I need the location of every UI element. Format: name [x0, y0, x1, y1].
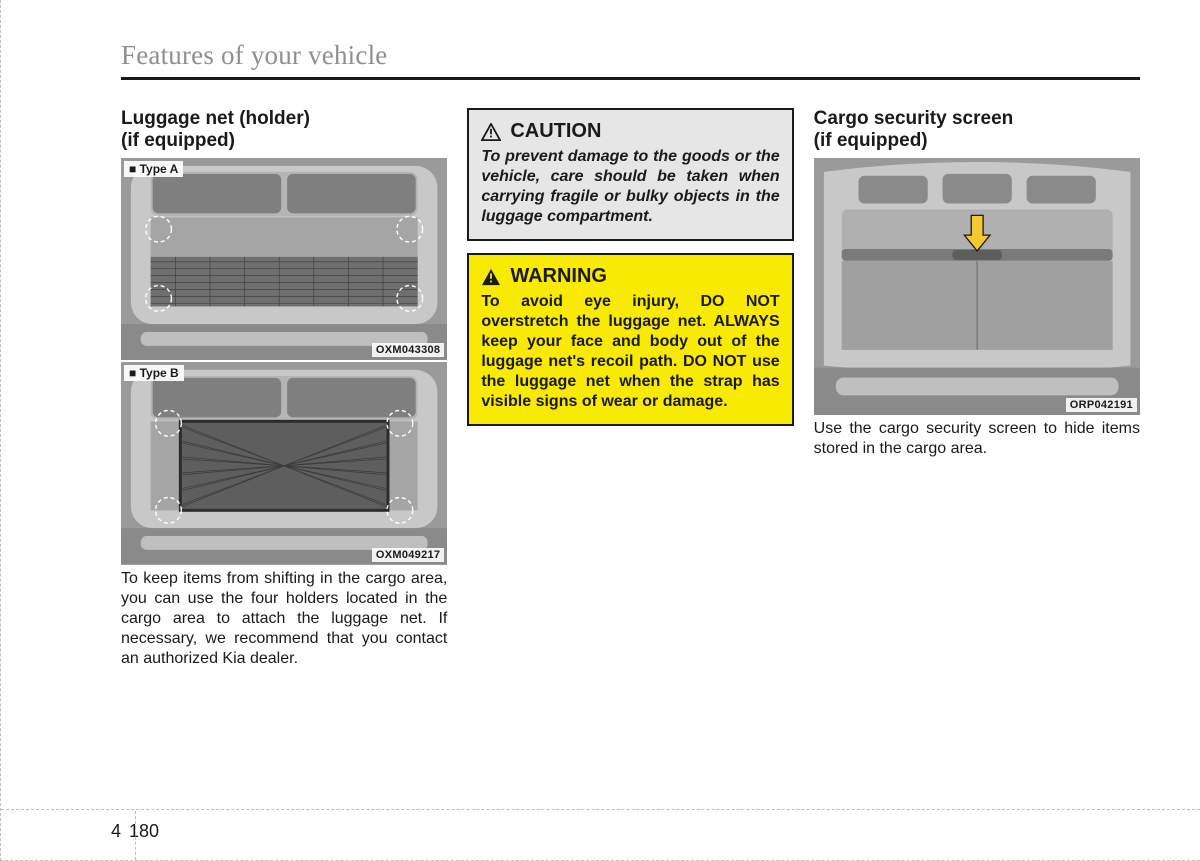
- figure-cargo-screen: ORP042191: [814, 158, 1140, 415]
- trunk-illustration-a: [121, 158, 447, 361]
- warning-triangle-icon: [481, 268, 501, 286]
- manual-page: Features of your vehicle Luggage net (ho…: [0, 0, 1200, 861]
- warning-heading: WARNING: [510, 265, 607, 288]
- chapter-number: 4: [111, 821, 121, 841]
- column-right: Cargo security screen (if equipped): [814, 108, 1140, 669]
- warning-callout: WARNING To avoid eye injury, DO NOT over…: [467, 253, 793, 426]
- title-line-2: (if equipped): [121, 130, 235, 151]
- trunk-illustration-b: [121, 362, 447, 565]
- figure-cargo-screen-code: ORP042191: [1066, 398, 1137, 412]
- caution-heading: CAUTION: [510, 120, 601, 143]
- figure-type-b-label: ■ Type B: [124, 365, 184, 381]
- luggage-net-title: Luggage net (holder) (if equipped): [121, 108, 447, 152]
- figure-type-a-code: OXM043308: [372, 343, 444, 357]
- content-columns: Luggage net (holder) (if equipped): [121, 108, 1140, 669]
- warning-body: To avoid eye injury, DO NOT overstretch …: [481, 292, 779, 412]
- figure-type-b: ■ Type B OXM049217: [121, 362, 447, 565]
- column-left: Luggage net (holder) (if equipped): [121, 108, 447, 669]
- page-number-value: 180: [129, 821, 159, 841]
- vertical-cut-mark: [135, 811, 136, 860]
- figure-type-b-code: OXM049217: [372, 548, 444, 562]
- luggage-net-body: To keep items from shifting in the cargo…: [121, 569, 447, 669]
- title-line-1: Cargo security screen: [814, 108, 1014, 129]
- cargo-screen-title: Cargo security screen (if equipped): [814, 108, 1140, 152]
- caution-triangle-icon: [481, 123, 501, 141]
- cargo-screen-body: Use the cargo security screen to hide it…: [814, 419, 1140, 459]
- caution-body: To prevent damage to the goods or the ve…: [481, 147, 779, 227]
- section-header: Features of your vehicle: [121, 40, 1140, 80]
- title-line-1: Luggage net (holder): [121, 108, 310, 129]
- caution-callout: CAUTION To prevent damage to the goods o…: [467, 108, 793, 241]
- column-middle: CAUTION To prevent damage to the goods o…: [467, 108, 793, 669]
- title-line-2: (if equipped): [814, 130, 928, 151]
- figure-type-a-label: ■ Type A: [124, 161, 183, 177]
- figure-type-a: ■ Type A OXM043308: [121, 158, 447, 361]
- cargo-screen-illustration: [814, 158, 1140, 415]
